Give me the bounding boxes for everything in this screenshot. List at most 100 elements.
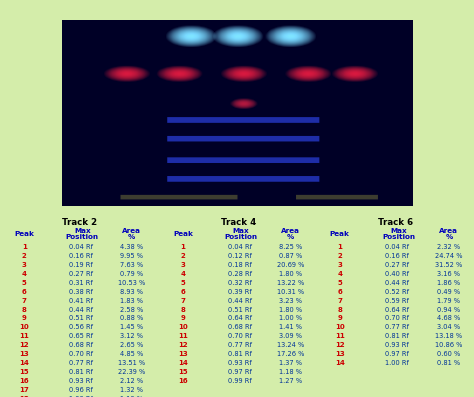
Text: 17.26 %: 17.26 %	[277, 351, 304, 357]
Text: 3.23 %: 3.23 %	[279, 298, 302, 304]
Text: 0.81 Rf: 0.81 Rf	[69, 369, 93, 375]
Text: 1.41 %: 1.41 %	[279, 324, 302, 330]
Text: 0.81 %: 0.81 %	[438, 360, 460, 366]
Text: 16: 16	[178, 378, 188, 384]
Text: 10: 10	[178, 324, 188, 330]
Text: 0.68 Rf: 0.68 Rf	[228, 324, 252, 330]
Text: 11: 11	[335, 333, 345, 339]
Text: 2: 2	[22, 253, 27, 259]
Text: Track 4: Track 4	[220, 218, 256, 227]
Text: 2.58 %: 2.58 %	[120, 306, 143, 312]
Text: 0.64 Rf: 0.64 Rf	[385, 306, 410, 312]
Text: 0.77 Rf: 0.77 Rf	[228, 342, 252, 348]
Text: 7.63 %: 7.63 %	[120, 262, 143, 268]
Text: Peak: Peak	[14, 231, 34, 237]
Text: 3.12 %: 3.12 %	[120, 333, 143, 339]
Text: 8.93 %: 8.93 %	[120, 289, 143, 295]
Text: 31.52 %: 31.52 %	[435, 262, 463, 268]
Text: 8: 8	[22, 306, 27, 312]
Text: 0.38 Rf: 0.38 Rf	[69, 289, 93, 295]
Text: 12: 12	[178, 342, 188, 348]
Text: 9: 9	[22, 316, 27, 322]
Text: 1.45 %: 1.45 %	[120, 324, 143, 330]
Text: 1.18 %: 1.18 %	[279, 369, 302, 375]
Text: 8.25 %: 8.25 %	[279, 244, 302, 250]
Text: 0.27 Rf: 0.27 Rf	[69, 271, 93, 277]
Text: 13.51 %: 13.51 %	[118, 360, 145, 366]
Text: 1: 1	[181, 244, 185, 250]
Text: 0.93 Rf: 0.93 Rf	[228, 360, 252, 366]
Text: 24.74 %: 24.74 %	[435, 253, 463, 259]
Text: 0.70 Rf: 0.70 Rf	[228, 333, 252, 339]
Text: 0.49 %: 0.49 %	[438, 289, 460, 295]
Text: 0.96 Rf: 0.96 Rf	[69, 387, 93, 393]
Text: 14: 14	[335, 360, 345, 366]
Text: 0.59 Rf: 0.59 Rf	[385, 298, 409, 304]
Text: 16: 16	[19, 378, 29, 384]
Text: 0.39 Rf: 0.39 Rf	[228, 289, 252, 295]
Text: 1.80 %: 1.80 %	[279, 271, 302, 277]
Text: 0.16 Rf: 0.16 Rf	[69, 253, 93, 259]
Text: 4: 4	[22, 271, 27, 277]
Text: 0.44 Rf: 0.44 Rf	[69, 306, 93, 312]
Text: 0.51 Rf: 0.51 Rf	[69, 316, 93, 322]
Text: 1.83 %: 1.83 %	[120, 298, 143, 304]
Text: 0.04 Rf: 0.04 Rf	[385, 244, 410, 250]
Text: 6: 6	[337, 289, 342, 295]
Text: 0.77 Rf: 0.77 Rf	[385, 324, 410, 330]
Text: 10: 10	[19, 324, 29, 330]
Text: 0.32 Rf: 0.32 Rf	[228, 280, 252, 286]
Text: Area
%: Area %	[122, 228, 141, 241]
Text: 15: 15	[178, 369, 188, 375]
Text: 5: 5	[337, 280, 342, 286]
Text: 7: 7	[181, 298, 185, 304]
Text: 1.27 %: 1.27 %	[279, 378, 302, 384]
Text: 0.04 Rf: 0.04 Rf	[228, 244, 252, 250]
Text: 1.86 %: 1.86 %	[438, 280, 460, 286]
Text: 0.94 %: 0.94 %	[438, 306, 460, 312]
Text: 0.19 Rf: 0.19 Rf	[69, 262, 93, 268]
Text: 10: 10	[335, 324, 345, 330]
Text: 4.38 %: 4.38 %	[120, 244, 143, 250]
Text: 0.70 Rf: 0.70 Rf	[69, 351, 93, 357]
Text: 13.18 %: 13.18 %	[435, 333, 463, 339]
Text: 10.86 %: 10.86 %	[435, 342, 463, 348]
Text: 15: 15	[19, 369, 29, 375]
Text: 0.93 Rf: 0.93 Rf	[69, 378, 93, 384]
Text: 1.10 %: 1.10 %	[120, 396, 143, 397]
Text: 3.04 %: 3.04 %	[438, 324, 460, 330]
Text: 0.41 Rf: 0.41 Rf	[69, 298, 93, 304]
Text: 0.56 Rf: 0.56 Rf	[69, 324, 93, 330]
Text: 0.44 Rf: 0.44 Rf	[228, 298, 252, 304]
Text: 0.68 Rf: 0.68 Rf	[69, 342, 93, 348]
Text: 10.53 %: 10.53 %	[118, 280, 145, 286]
Text: 3.16 %: 3.16 %	[438, 271, 460, 277]
Text: 7: 7	[22, 298, 27, 304]
Text: 5: 5	[181, 280, 185, 286]
Text: 0.31 Rf: 0.31 Rf	[69, 280, 93, 286]
Text: 18: 18	[19, 396, 29, 397]
Text: 17: 17	[19, 387, 29, 393]
Text: 1.00 Rf: 1.00 Rf	[69, 396, 93, 397]
Text: 2.12 %: 2.12 %	[120, 378, 143, 384]
Text: 0.87 %: 0.87 %	[279, 253, 302, 259]
Text: 13.24 %: 13.24 %	[277, 342, 304, 348]
Text: 6: 6	[22, 289, 27, 295]
Text: 14: 14	[178, 360, 188, 366]
Text: 20.69 %: 20.69 %	[277, 262, 304, 268]
Text: 0.51 Rf: 0.51 Rf	[228, 306, 252, 312]
Text: 2.32 %: 2.32 %	[438, 244, 460, 250]
Text: 8: 8	[337, 306, 342, 312]
Text: 8: 8	[181, 306, 185, 312]
Text: 0.04 Rf: 0.04 Rf	[69, 244, 93, 250]
Text: 13: 13	[19, 351, 29, 357]
Text: 0.60 %: 0.60 %	[437, 351, 461, 357]
Text: 3: 3	[22, 262, 27, 268]
Text: 4.85 %: 4.85 %	[120, 351, 143, 357]
Text: 1.79 %: 1.79 %	[438, 298, 460, 304]
Text: 0.70 Rf: 0.70 Rf	[385, 316, 410, 322]
Text: 2: 2	[181, 253, 185, 259]
Text: 3.09 %: 3.09 %	[279, 333, 302, 339]
Text: 1: 1	[22, 244, 27, 250]
Text: Peak: Peak	[330, 231, 350, 237]
